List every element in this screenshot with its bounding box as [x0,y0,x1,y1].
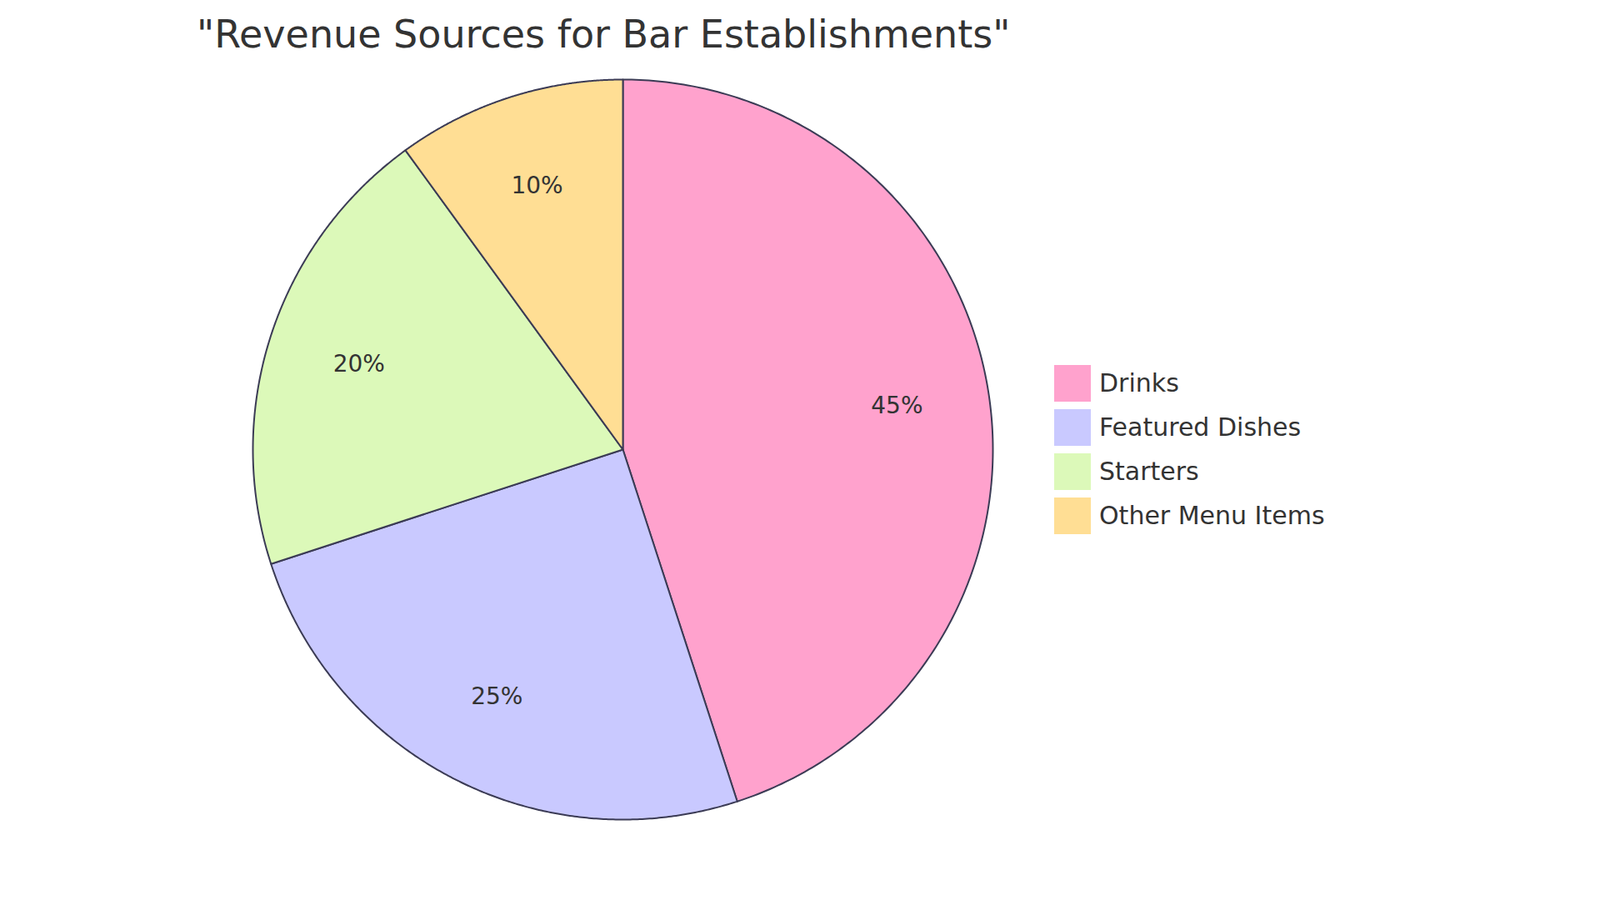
html-text:Drinks: Drinks [1099,368,1179,398]
html-text:Featured Dishes: Featured Dishes [1099,412,1301,442]
html-text:Other Menu Items: Other Menu Items [1099,500,1325,530]
svg-text:10%: 10% [510,171,563,200]
html-text:Starters: Starters [1099,456,1199,486]
svg-text:20%: 20% [333,350,385,378]
svg-text:45%: 45% [870,391,923,420]
svg-text:25%: 25% [470,682,523,710]
html-text:"Revenue Sources for Bar Estab: "Revenue Sources for Bar Establishments" [196,11,1011,57]
